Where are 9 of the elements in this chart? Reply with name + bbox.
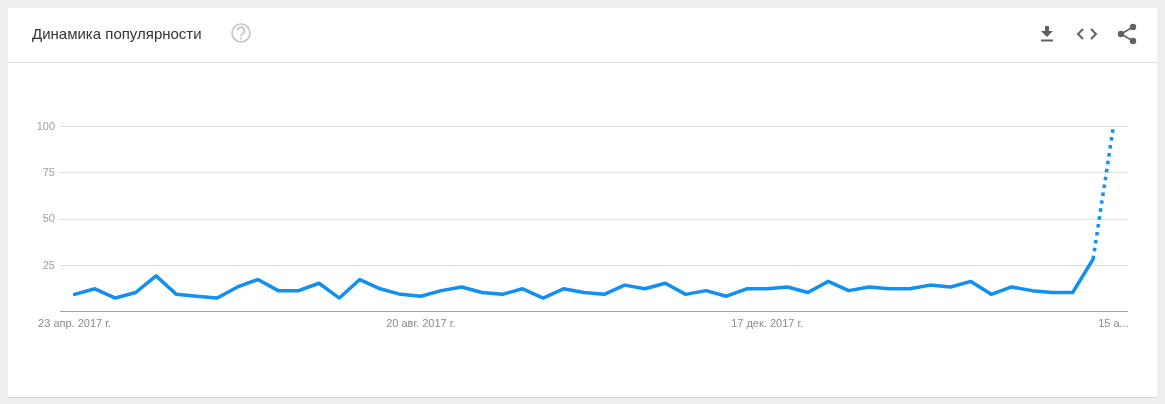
x-tick-label: 23 апр. 2017 г.: [38, 317, 111, 329]
chart-title: Динамика популярности: [32, 25, 202, 42]
y-tick-label: 50: [42, 212, 55, 225]
y-tick-label: 75: [42, 166, 55, 179]
y-tick-label: 100: [36, 119, 55, 132]
x-tick-label: 15 а...: [1098, 317, 1129, 329]
x-tick-label: 20 авг. 2017 г.: [386, 317, 456, 329]
y-tick-label: 25: [42, 258, 55, 271]
x-tick-label: 17 дек. 2017 г.: [731, 317, 804, 329]
